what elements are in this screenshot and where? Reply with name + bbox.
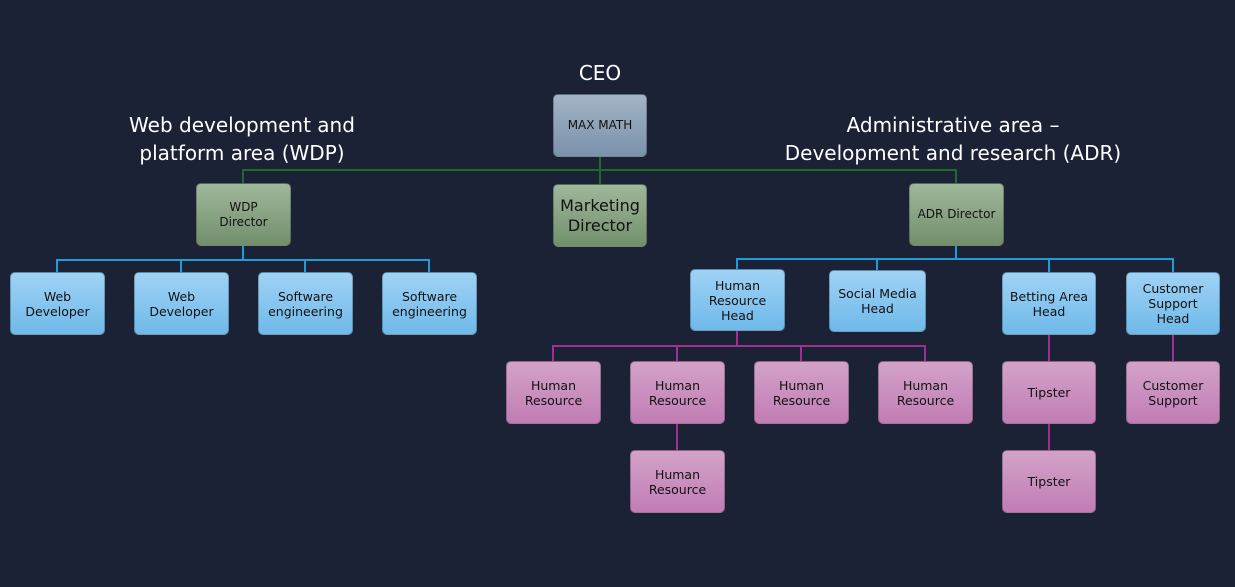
node-human-resource[interactable]: Human Resource [506, 361, 601, 424]
staff-connectors [552, 331, 1174, 450]
node-web-developer[interactable]: Web Developer [10, 272, 105, 335]
node-human-resource[interactable]: Human Resource [754, 361, 849, 424]
node-human-resource[interactable]: Human Resource [630, 361, 725, 424]
node-social-media-head[interactable]: Social Media Head [829, 270, 926, 332]
node-software-engineering[interactable]: Software engineering [258, 272, 353, 335]
head-connectors [56, 246, 1174, 272]
node-customer-support[interactable]: Customer Support [1126, 361, 1220, 424]
wdp-area-title: Web development and platform area (WDP) [129, 113, 355, 165]
node-software-engineering[interactable]: Software engineering [382, 272, 477, 335]
node-customer-support-head[interactable]: Customer Support Head [1126, 272, 1220, 335]
node-human-resource[interactable]: Human Resource [878, 361, 973, 424]
node-wdp-director[interactable]: WDP Director [196, 183, 291, 246]
node-betting-area-head[interactable]: Betting Area Head [1002, 272, 1096, 335]
node-hr-head[interactable]: Human Resource Head [690, 269, 785, 331]
node-ceo[interactable]: MAX MATH [553, 94, 647, 157]
node-adr-director[interactable]: ADR Director [909, 183, 1004, 246]
node-human-resource[interactable]: Human Resource [630, 450, 725, 513]
node-tipster[interactable]: Tipster [1002, 450, 1096, 513]
ceo-title: CEO [578, 61, 622, 85]
executive-connectors [242, 157, 957, 184]
adr-area-title: Administrative area – Development and re… [784, 113, 1122, 165]
node-web-developer[interactable]: Web Developer [134, 272, 229, 335]
node-marketing-director[interactable]: Marketing Director [553, 184, 647, 247]
node-tipster[interactable]: Tipster [1002, 361, 1096, 424]
